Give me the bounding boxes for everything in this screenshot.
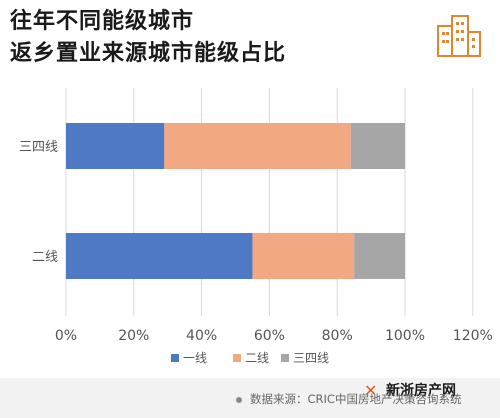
x-tick-label: 0% xyxy=(55,328,77,344)
y-category-label: 三四线 xyxy=(19,140,58,155)
bar-sansixian-series-1 xyxy=(66,123,165,169)
chart-title: 往年不同能级城市 返乡置业来源城市能级占比 xyxy=(10,6,286,70)
legend-swatch-2 xyxy=(233,354,241,362)
legend-swatch-3 xyxy=(281,354,289,362)
bar-sansixian-series-3 xyxy=(350,123,405,169)
x-tick-label: 80% xyxy=(322,328,353,344)
bar-erxian-series-1 xyxy=(66,233,253,279)
legend-label-1: 一线 xyxy=(183,351,207,365)
legend-swatch-1 xyxy=(171,354,179,362)
y-category-label: 二线 xyxy=(32,250,58,265)
x-tick-label: 60% xyxy=(254,328,285,344)
x-tick-label: 120% xyxy=(453,328,493,344)
data-source: 数据来源：CRIC中国房地产决策咨询系统 xyxy=(236,391,461,407)
x-tick-label: 40% xyxy=(186,328,217,344)
bullet-icon xyxy=(236,396,242,403)
title-line-1: 往年不同能级城市 xyxy=(10,9,195,34)
brand-mark-icon: ✕ xyxy=(364,381,378,400)
legend-label-2: 二线 xyxy=(245,351,269,365)
bar-erxian-series-2 xyxy=(252,233,355,279)
brand-name: 新浙房产网 xyxy=(386,383,456,399)
bar-erxian-series-3 xyxy=(354,233,405,279)
x-tick-label: 100% xyxy=(385,328,425,344)
x-tick-label: 20% xyxy=(118,328,149,344)
brand-logo: ✕ 新浙房产网 xyxy=(364,378,456,404)
legend-label-3: 三四线 xyxy=(293,351,329,365)
title-line-2: 返乡置业来源城市能级占比 xyxy=(10,41,287,66)
source-text: 数据来源：CRIC中国房地产决策咨询系统 xyxy=(250,392,462,406)
bar-sansixian-series-2 xyxy=(164,123,351,169)
footer: ✕ 新浙房产网 数据来源：CRIC中国房地产决策咨询系统 xyxy=(0,378,500,418)
building-icon xyxy=(434,12,484,58)
